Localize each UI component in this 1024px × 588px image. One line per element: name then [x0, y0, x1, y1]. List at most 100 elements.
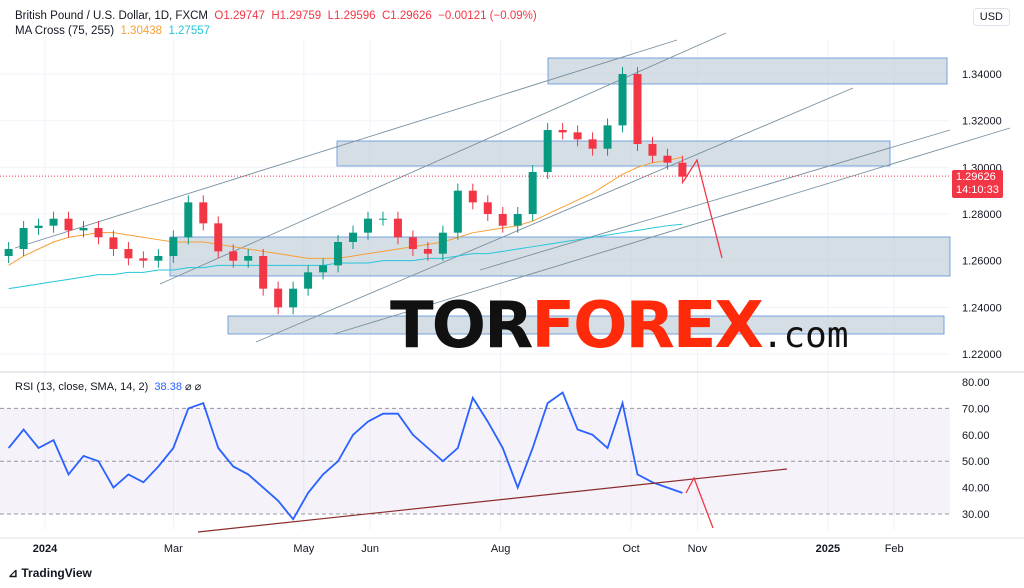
price-tick: 1.34000	[962, 69, 1002, 81]
ohlc-high: H1.29759	[271, 10, 322, 22]
candle	[259, 256, 268, 289]
last-price: 1.29626	[956, 171, 996, 183]
trendline	[333, 127, 1011, 335]
rsi-tick: 70.00	[962, 403, 990, 415]
candle	[453, 190, 462, 233]
ma-fast-value: 1.30438	[120, 25, 163, 37]
candle	[184, 202, 193, 238]
candle	[94, 228, 103, 238]
time-tick: 2024	[33, 543, 58, 555]
rsi-forecast-arrow	[685, 476, 714, 529]
tradingview-logo[interactable]: ⊿ TradingView	[8, 566, 92, 580]
candle	[229, 251, 238, 261]
symbol-legend: British Pound / U.S. Dollar, 1D, FXCM O1…	[15, 10, 537, 22]
last-price-tag: 1.29626 14:10:33	[952, 170, 1003, 198]
currency-button[interactable]: USD	[972, 8, 1010, 26]
support-resistance-zone	[336, 140, 891, 167]
forecast-arrow	[682, 158, 723, 259]
candle	[513, 214, 522, 226]
time-tick: Oct	[623, 543, 640, 555]
trendline	[255, 87, 854, 343]
rsi-line	[7, 391, 683, 521]
trendline	[159, 32, 727, 285]
candle	[633, 74, 642, 145]
support-resistance-zone	[547, 57, 948, 85]
price-tick: 1.24000	[962, 302, 1002, 314]
time-tick: Aug	[491, 543, 511, 555]
ma-legend[interactable]: MA Cross (75, 255) 1.30438 1.27557	[15, 25, 210, 37]
candle	[349, 232, 358, 243]
rsi-tick: 40.00	[962, 483, 990, 495]
candle	[64, 218, 73, 231]
rsi-tick: 30.00	[962, 509, 990, 521]
candle	[558, 130, 567, 133]
trendline	[14, 39, 678, 249]
symbol-title: British Pound / U.S. Dollar, 1D, FXCM	[15, 10, 209, 22]
rsi-value: 38.38	[154, 381, 182, 393]
ma-label: MA Cross (75, 255)	[15, 25, 115, 37]
candle	[34, 225, 43, 229]
candle	[169, 237, 178, 257]
candle	[363, 218, 372, 233]
candle	[378, 218, 387, 220]
time-tick: Mar	[164, 543, 183, 555]
candle	[289, 288, 298, 308]
price-tick: 1.26000	[962, 256, 1002, 268]
price-tick: 1.32000	[962, 116, 1002, 128]
candle	[124, 249, 133, 259]
candle	[199, 202, 208, 224]
bar-countdown: 14:10:33	[956, 184, 999, 196]
rsi-legend[interactable]: RSI (13, close, SMA, 14, 2) 38.38 ⌀ ⌀	[15, 380, 201, 393]
time-tick: 2025	[816, 543, 840, 555]
candle	[588, 139, 597, 149]
candle	[244, 256, 253, 261]
candle	[663, 155, 672, 163]
candle	[438, 232, 447, 254]
candle	[393, 218, 402, 238]
time-tick: Nov	[688, 543, 708, 555]
candle	[4, 249, 13, 257]
candle	[543, 130, 552, 173]
rsi-tick: 50.00	[962, 456, 990, 468]
candle	[483, 202, 492, 215]
candle	[304, 272, 313, 289]
candle	[498, 214, 507, 226]
ohlc-low: L1.29596	[327, 10, 376, 22]
price-tick: 1.22000	[962, 349, 1002, 361]
candle	[79, 228, 88, 231]
ma-fast-line	[8, 156, 683, 266]
price-tick: 1.28000	[962, 209, 1002, 221]
candle	[408, 237, 417, 250]
candle	[139, 258, 148, 261]
rsi-tick: 80.00	[962, 377, 990, 389]
ohlc-change: −0.00121 (−0.09%)	[438, 10, 537, 22]
candle	[19, 228, 28, 250]
candle	[618, 74, 627, 126]
rsi-trendline	[197, 468, 788, 533]
candle	[648, 144, 657, 156]
candle	[573, 132, 582, 140]
ma-slow-line	[8, 223, 683, 290]
candle	[603, 125, 612, 149]
candle	[49, 218, 58, 226]
rsi-label: RSI (13, close, SMA, 14, 2)	[15, 381, 149, 393]
candle	[423, 249, 432, 254]
time-tick: May	[293, 543, 314, 555]
time-tick: Jun	[361, 543, 379, 555]
ohlc-open: O1.29747	[214, 10, 265, 22]
candle	[319, 265, 328, 273]
rsi-tick: 60.00	[962, 430, 990, 442]
ohlc-close: C1.29626	[381, 10, 432, 22]
candle	[334, 242, 343, 266]
candle	[214, 223, 223, 252]
time-tick: Feb	[885, 543, 904, 555]
ma-slow-value: 1.27557	[168, 25, 211, 37]
support-resistance-zone	[169, 236, 951, 277]
candle	[678, 162, 687, 177]
candle	[109, 237, 118, 250]
support-resistance-zone	[227, 315, 945, 335]
visibility-icon[interactable]: ⌀ ⌀	[185, 381, 202, 393]
trendline	[479, 129, 951, 271]
candle	[154, 256, 163, 261]
